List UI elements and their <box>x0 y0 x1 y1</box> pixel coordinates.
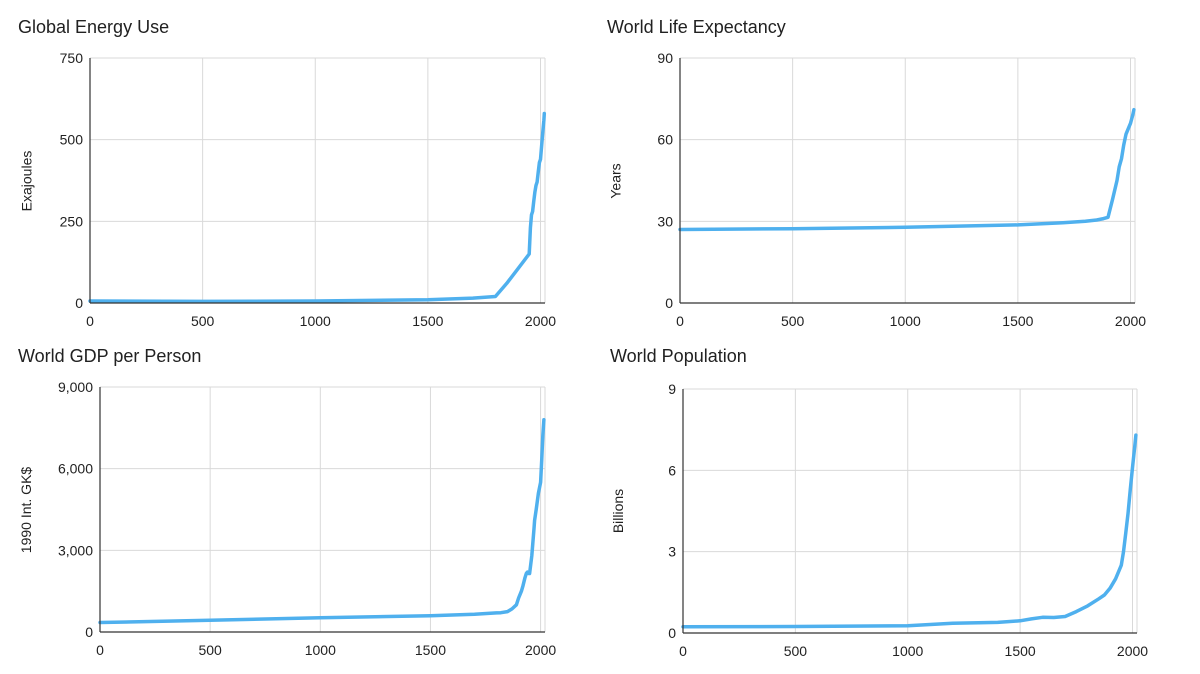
global-energy-use-y-tick-label: 750 <box>60 50 84 66</box>
world-gdp-per-person-x-tick-label: 2000 <box>525 642 556 658</box>
global-energy-use-y-tick-label: 0 <box>75 295 83 311</box>
global-energy-use-plot: 0 500 1000 1500 2000 0 250 500 750 <box>60 50 557 329</box>
chart-panel-energy: Global Energy Use Exajoules 0 500 1000 1500 20… <box>0 0 600 337</box>
world-population-x-tick-label: 1500 <box>1005 643 1036 659</box>
world-gdp-per-person-x-tick-label: 500 <box>198 642 222 658</box>
global-energy-use-series-line <box>88 111 547 304</box>
global-energy-use-x-tick-label: 1000 <box>300 313 331 329</box>
chart-panel-life-expectancy: World Life Expectancy Years 0 500 1000 1500 20… <box>607 17 1146 329</box>
world-population-y-tick-label: 6 <box>668 462 676 478</box>
global-energy-use-y-tick-label: 250 <box>60 213 84 229</box>
world-population-y-tick-label: 0 <box>668 625 676 641</box>
world-life-expectancy-x-tick-label: 500 <box>781 313 805 329</box>
world-gdp-per-person-x-tick-label: 0 <box>96 642 104 658</box>
world-population-x-tick-label: 500 <box>784 643 808 659</box>
world-population-y-tick-label: 3 <box>668 544 676 560</box>
world-life-expectancy-y-tick-label: 0 <box>665 295 673 311</box>
world-gdp-per-person-y-tick-label: 3,000 <box>58 542 93 558</box>
world-gdp-per-person-series-line <box>98 417 546 625</box>
world-life-expectancy-x-tick-label: 0 <box>676 313 684 329</box>
global-energy-use-x-tick-label: 1500 <box>412 313 443 329</box>
global-energy-use-title: Global Energy Use <box>18 17 170 37</box>
global-energy-use-x-tick-label: 500 <box>191 313 215 329</box>
world-population-x-tick-label: 0 <box>679 643 687 659</box>
world-life-expectancy-x-tick-label: 1500 <box>1002 313 1033 329</box>
world-life-expectancy-series-line <box>678 107 1136 232</box>
world-life-expectancy-y-tick-label: 60 <box>657 132 673 148</box>
global-energy-use-x-tick-label: 0 <box>86 313 94 329</box>
world-life-expectancy-plot: 0 500 1000 1500 2000 0 30 60 90 <box>657 50 1146 329</box>
world-life-expectancy-y-tick-label: 30 <box>657 213 673 229</box>
world-population-y-tick-label: 9 <box>668 381 676 397</box>
world-gdp-per-person-title: World GDP per Person <box>18 346 202 366</box>
world-gdp-per-person-y-tick-label: 6,000 <box>58 461 93 477</box>
world-gdp-per-person-plot: 0 500 1000 1500 2000 0 3,000 6,000 9,000 <box>58 379 556 658</box>
world-gdp-per-person-x-tick-label: 1500 <box>415 642 446 658</box>
chart-panel-gdp: World GDP per Person 1990 Int. GK$ 0 500 100… <box>18 346 556 658</box>
world-life-expectancy-x-tick-label: 2000 <box>1115 313 1146 329</box>
world-life-expectancy-x-tick-label: 1000 <box>890 313 921 329</box>
global-energy-use-y-tick-label: 500 <box>60 132 84 148</box>
world-population-x-tick-label: 2000 <box>1117 643 1148 659</box>
world-gdp-per-person-y-tick-label: 9,000 <box>58 379 93 395</box>
world-population-x-tick-label: 1000 <box>892 643 923 659</box>
world-gdp-per-person-y-tick-label: 0 <box>85 624 93 640</box>
world-population-title: World Population <box>610 346 747 366</box>
world-gdp-per-person-x-tick-label: 1000 <box>305 642 336 658</box>
global-energy-use-x-tick-label: 2000 <box>525 313 556 329</box>
world-population-series-line <box>681 433 1138 629</box>
world-life-expectancy-title: World Life Expectancy <box>607 17 786 37</box>
world-life-expectancy-y-tick-label: 90 <box>657 50 673 66</box>
